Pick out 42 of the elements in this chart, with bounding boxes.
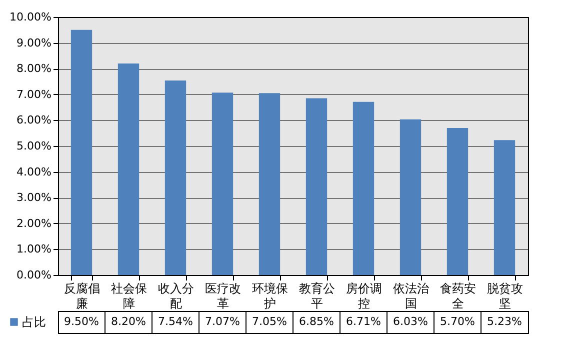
x-tick-label: 食药安全 [440,282,476,310]
bar [164,80,186,275]
data-label: 9.50% [64,315,99,328]
y-tick-label: 7.00% [16,88,52,101]
y-tick-label: 10.00% [10,10,52,24]
y-tick-label: 9.00% [16,36,52,50]
x-tick-label: 反腐倡廉 [64,282,100,310]
bar [258,93,280,275]
data-label: 7.54% [158,315,193,328]
bar [352,102,374,275]
y-tick-label: 2.00% [16,216,52,230]
x-tick-label: 房价调控 [346,282,382,310]
data-label: 5.23% [487,315,522,328]
x-tick-label: 收入分配 [158,282,194,310]
bar [212,92,234,275]
y-tick-label: 4.00% [16,165,52,178]
y-tick-label: 0.00% [16,268,52,282]
data-label: 7.07% [205,315,240,328]
y-tick-label: 6.00% [16,114,52,127]
x-tick-label: 环境保护 [252,282,288,310]
x-tick-label: 社会保障 [111,282,147,310]
bar [70,30,92,275]
legend-label: 占比 [22,315,46,329]
data-label: 5.70% [440,315,475,328]
data-label: 6.71% [346,315,381,328]
bar [400,119,422,275]
y-tick-label: 1.00% [16,242,52,256]
y-tick-label: 3.00% [16,191,52,204]
bar [118,63,140,275]
x-tick-label: 教育公平 [299,282,335,310]
x-tick-label: 医疗改革 [205,282,241,310]
x-tick-label: 脱贫攻坚 [487,282,523,310]
bar [494,140,516,275]
y-tick-label: 5.00% [16,140,52,152]
x-tick-label: 依法治国 [393,282,429,310]
bar [446,128,468,275]
data-label: 6.85% [299,315,334,328]
data-label: 8.20% [111,315,146,328]
bar [306,98,328,275]
data-label: 7.05% [252,315,287,328]
data-label: 6.03% [393,315,428,328]
y-tick-label: 8.00% [16,62,52,76]
